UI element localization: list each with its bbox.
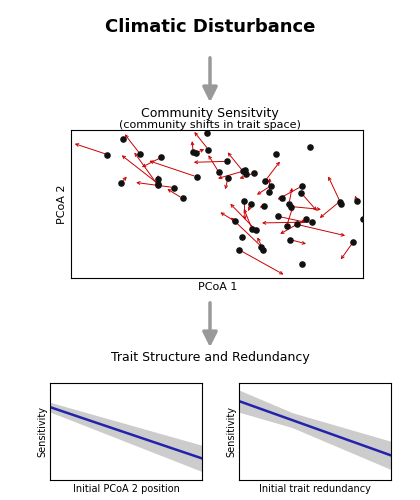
Point: [171, 184, 177, 192]
Point: [360, 214, 367, 222]
Point: [266, 188, 273, 196]
Point: [308, 218, 315, 226]
Point: [104, 150, 111, 158]
Point: [307, 143, 314, 151]
Point: [249, 226, 256, 234]
Point: [258, 242, 265, 250]
Point: [336, 198, 343, 205]
Point: [239, 232, 245, 240]
Point: [273, 150, 279, 158]
Point: [176, 112, 183, 120]
Point: [302, 215, 309, 223]
Point: [205, 146, 212, 154]
Point: [248, 200, 255, 208]
Point: [287, 236, 294, 244]
Point: [231, 217, 238, 225]
Point: [349, 238, 356, 246]
Point: [120, 135, 126, 143]
Point: [288, 202, 294, 210]
X-axis label: PCoA 1: PCoA 1: [198, 282, 237, 292]
Y-axis label: Sensitivity: Sensitivity: [38, 406, 47, 457]
Point: [242, 170, 249, 178]
Point: [193, 148, 200, 156]
Point: [251, 169, 258, 177]
Point: [204, 130, 210, 138]
Point: [338, 200, 345, 208]
Point: [224, 174, 231, 182]
Point: [267, 182, 274, 190]
Point: [155, 180, 161, 188]
Text: Trait Structure and Redundancy: Trait Structure and Redundancy: [110, 351, 310, 364]
X-axis label: Initial trait redundancy: Initial trait redundancy: [259, 484, 371, 494]
Point: [299, 260, 306, 268]
Point: [241, 166, 248, 174]
Point: [137, 150, 144, 158]
X-axis label: Initial PCoA 2 position: Initial PCoA 2 position: [73, 484, 179, 494]
Point: [354, 197, 360, 205]
Point: [190, 148, 197, 156]
Text: (community shifts in trait space): (community shifts in trait space): [119, 120, 301, 130]
Point: [262, 177, 268, 185]
Point: [179, 194, 186, 202]
Y-axis label: Sensitivity: Sensitivity: [227, 406, 236, 457]
Point: [252, 226, 259, 234]
Point: [155, 182, 161, 190]
Point: [118, 178, 124, 186]
Y-axis label: PCoA 2: PCoA 2: [57, 184, 67, 224]
Text: Community Sensitvity: Community Sensitvity: [141, 108, 279, 120]
Point: [241, 197, 248, 205]
Point: [298, 190, 305, 198]
Point: [158, 154, 165, 162]
Point: [260, 246, 267, 254]
Point: [286, 200, 292, 207]
Point: [294, 220, 301, 228]
Point: [154, 176, 161, 184]
Point: [284, 222, 290, 230]
Point: [193, 173, 200, 181]
Point: [239, 168, 246, 175]
Point: [215, 168, 222, 176]
Text: Climatic Disturbance: Climatic Disturbance: [105, 18, 315, 36]
Point: [275, 212, 281, 220]
Point: [235, 246, 242, 254]
Point: [224, 158, 231, 166]
Point: [279, 194, 286, 202]
Point: [260, 202, 267, 210]
Point: [299, 182, 305, 190]
